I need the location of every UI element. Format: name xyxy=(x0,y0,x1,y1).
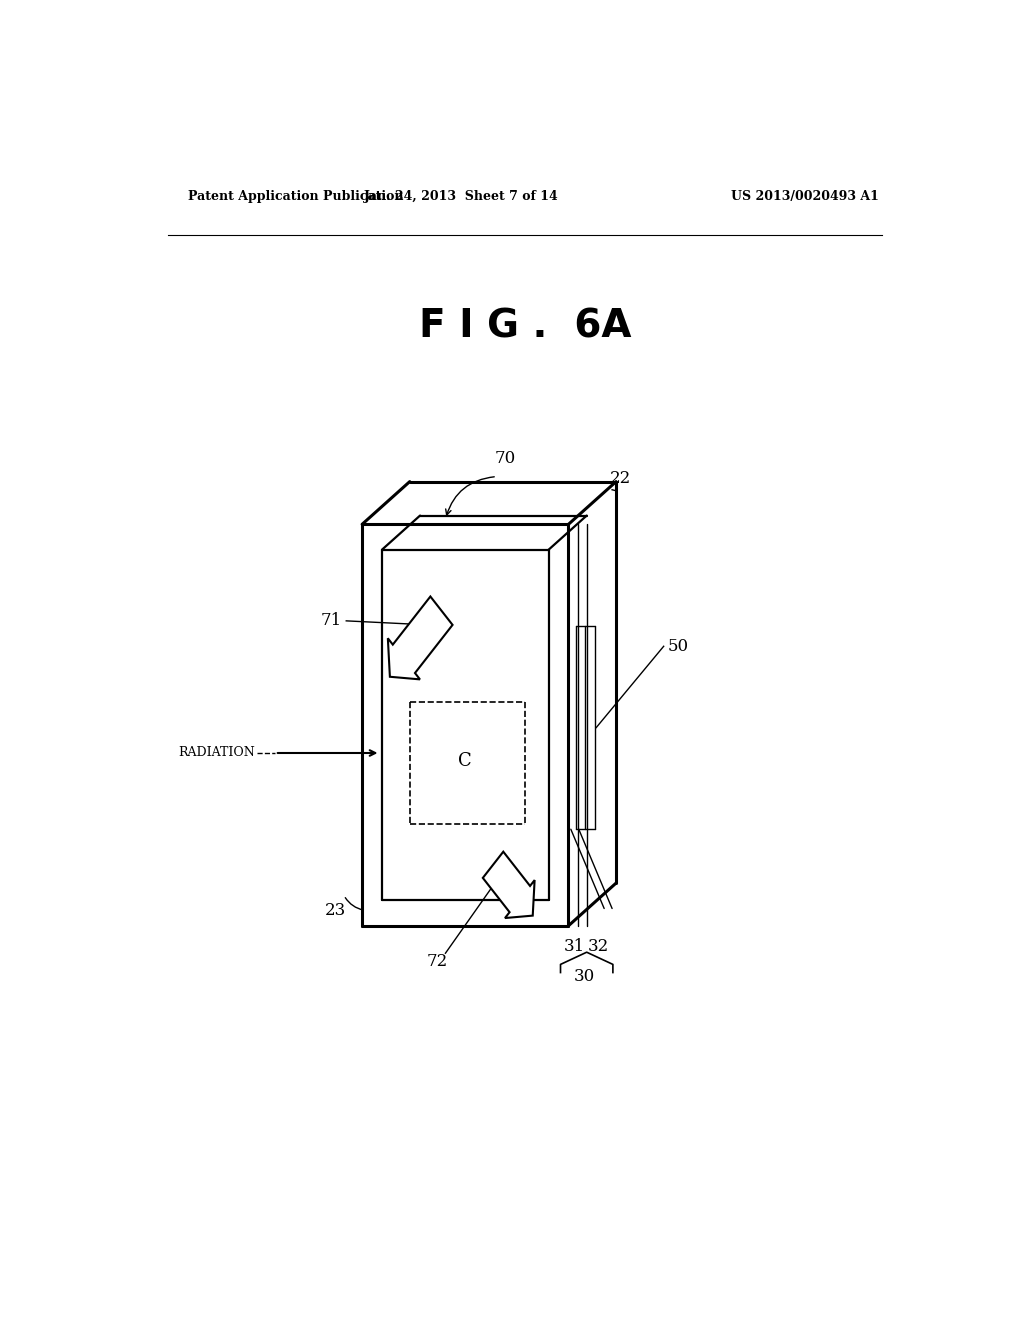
Text: 22: 22 xyxy=(609,470,631,487)
Text: Patent Application Publication: Patent Application Publication xyxy=(187,190,403,202)
Text: 70: 70 xyxy=(495,450,516,467)
Text: F I G .  6A: F I G . 6A xyxy=(419,308,631,345)
Text: C: C xyxy=(459,752,472,770)
Polygon shape xyxy=(388,597,453,680)
Text: US 2013/0020493 A1: US 2013/0020493 A1 xyxy=(731,190,879,202)
Text: 71: 71 xyxy=(321,612,342,630)
Text: RADIATION: RADIATION xyxy=(178,747,255,759)
Text: 31: 31 xyxy=(564,937,586,954)
Text: 72: 72 xyxy=(427,953,449,970)
Text: 32: 32 xyxy=(588,937,609,954)
Text: Jan. 24, 2013  Sheet 7 of 14: Jan. 24, 2013 Sheet 7 of 14 xyxy=(364,190,559,202)
Text: 23: 23 xyxy=(326,902,346,919)
Polygon shape xyxy=(483,851,535,917)
Text: 30: 30 xyxy=(573,968,595,985)
Text: 50: 50 xyxy=(668,638,689,655)
